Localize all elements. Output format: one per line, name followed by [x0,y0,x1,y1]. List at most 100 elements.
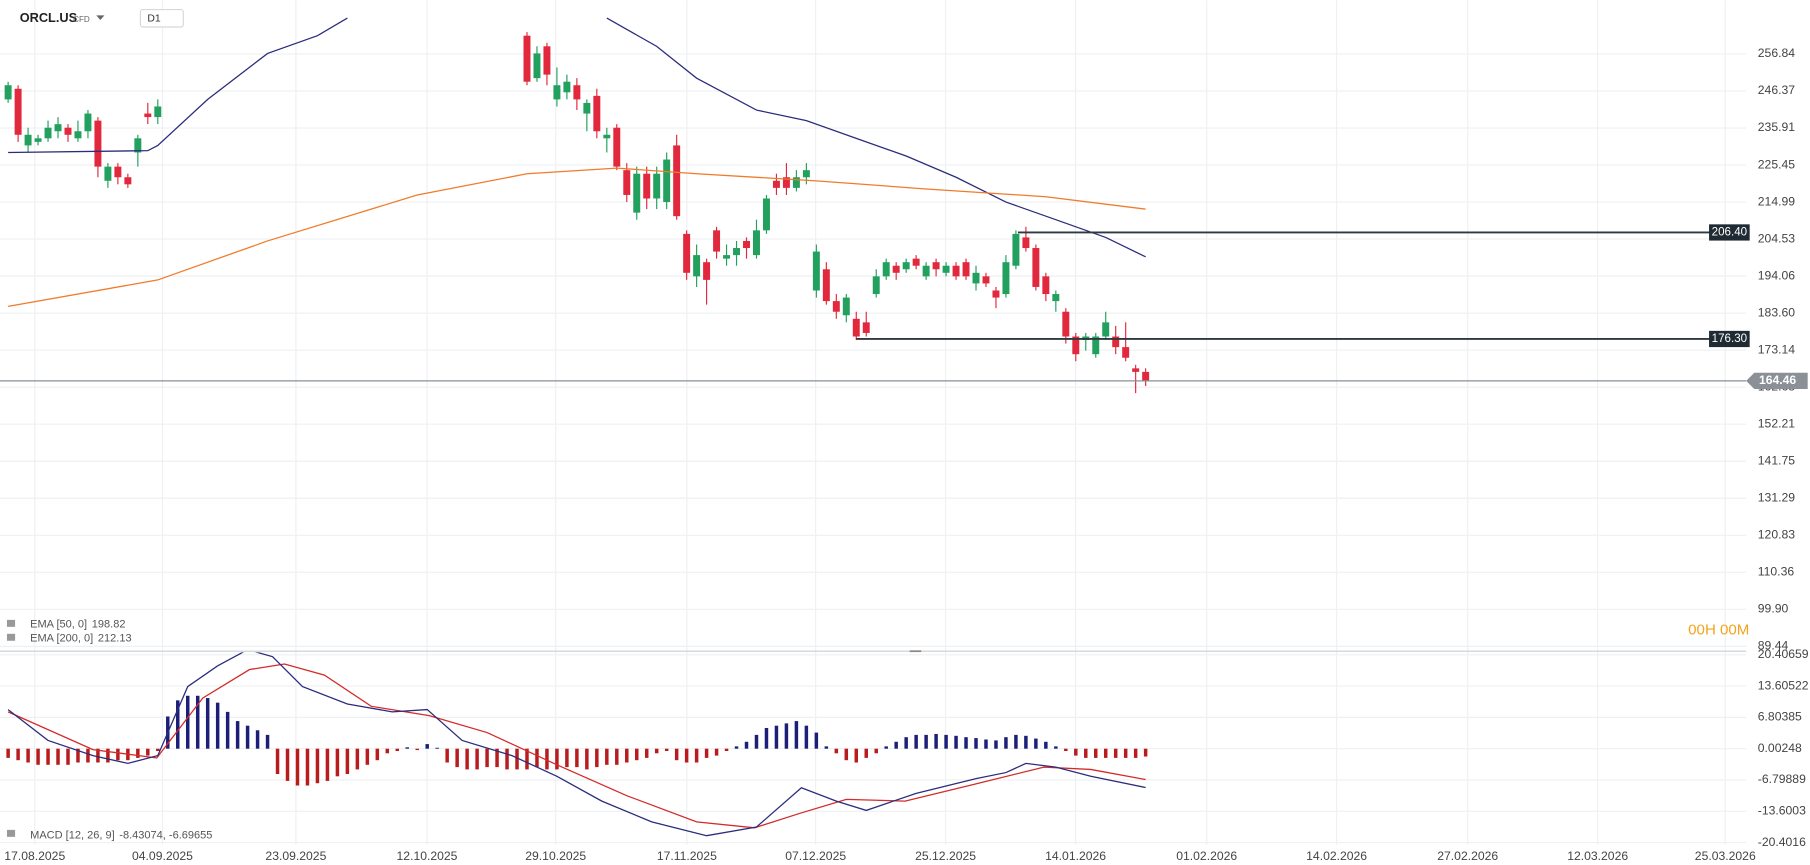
histogram-bar [734,746,739,749]
candle-body [812,251,820,291]
histogram-bar [964,737,968,749]
histogram-bar [46,748,50,765]
candle-body [1132,368,1140,372]
candle-body [962,262,970,277]
histogram-bar [714,748,719,756]
histogram-bar [185,695,190,749]
price-panel [4,17,1747,394]
y-tick-label: 131.29 [1758,490,1795,504]
symbol[interactable]: ORCL.US [20,10,77,25]
candle-body [523,35,531,82]
symbol-dropdown[interactable] [96,15,105,21]
histogram-bar [76,748,80,763]
histogram-bar [844,748,849,761]
histogram-bar [1094,748,1098,758]
histogram-bar [615,748,619,765]
histogram-bar [1024,735,1028,749]
y-tick-label: 120.83 [1758,528,1795,542]
histogram-bar [1044,741,1048,749]
candle-body [952,265,960,277]
histogram-bar [355,748,360,770]
histogram-bar [505,748,509,770]
candle-body [663,159,671,203]
histogram-bar [834,748,839,754]
macd-legend: MACD [12, 26, 9] -8.43074, -6.69655 [30,830,212,842]
candle-body [792,177,800,188]
histogram-bar [724,748,729,751]
histogram-bar [744,741,749,749]
histogram-bar [1143,748,1148,757]
candle-body [14,88,22,135]
histogram-bar [1123,748,1128,758]
candle-body [802,170,810,178]
x-tick-label: 01.02.2026 [1176,849,1237,863]
candle-body [892,265,900,273]
candle-body [84,113,92,132]
x-tick-label: 25.03.2026 [1695,849,1756,863]
histogram-bar [96,748,100,763]
histogram-bar [1133,748,1138,758]
histogram-bar [1034,738,1038,749]
candle-body [862,322,870,333]
histogram-bar [914,734,918,749]
x-tick-label: 17.11.2025 [657,849,717,863]
candle-body [992,290,1000,298]
candle-body [683,233,691,273]
histogram-bar [485,748,489,768]
histogram-bar [1103,748,1108,758]
histogram-bar [235,721,240,749]
legend-name: EMA [50, 0] [30,618,87,630]
x-tick-label: 25.12.2025 [915,849,976,863]
histogram-bar [704,748,709,758]
y-tick-label: 152.21 [1758,416,1795,430]
histogram-bar [156,748,160,751]
y-tick-label: 0.00248 [1758,741,1802,755]
candle-body [782,177,790,188]
histogram-bar [146,748,150,756]
histogram-bar [1084,748,1088,758]
histogram-bar [66,748,70,765]
histogram-bar [345,748,350,775]
histogram-bar [205,698,210,749]
countdown: 00H 00M [1688,621,1749,638]
candle-body [982,276,990,284]
histogram-bar [545,748,549,770]
histogram-bar [1054,746,1058,749]
x-tick-label: 07.12.2025 [785,849,846,863]
ema-line [8,167,1146,308]
histogram-bar [605,748,609,765]
candle-body [772,180,780,188]
histogram-bar [585,748,589,770]
candle-body [1012,233,1020,266]
histogram-bar [1064,748,1068,751]
candle-body [743,240,750,249]
y-tick-label: 20.40659 [1758,647,1809,661]
candle-body [1002,262,1010,295]
histogram-bar [395,748,400,751]
y-tick-label: 225.45 [1758,157,1795,171]
x-tick-label: 17.08.2025 [4,849,65,863]
candle-body [583,102,591,114]
timeframe[interactable]: D1 [147,14,161,25]
histogram-bar [1113,748,1118,758]
candle-body [643,173,651,199]
histogram-bar [136,748,140,758]
histogram-bar [445,748,449,763]
y-tick-label: -6.79889 [1758,772,1806,786]
y-tick-label: 173.14 [1758,342,1795,356]
macd-values: -8.43074, -6.69655 [119,830,212,842]
histogram-bar [664,748,669,751]
candle-body [593,95,601,132]
histogram-bar [934,733,938,749]
y-tick-label: 256.84 [1758,46,1795,60]
candle-body [1032,248,1040,287]
timeframe-box[interactable] [139,9,184,28]
candle-body [942,265,950,273]
y-tick-label: -13.6003 [1758,804,1806,818]
histogram-bar [894,741,898,749]
candle-body [563,81,571,93]
y-tick-label: 99.90 [1758,602,1789,616]
histogram-bar [854,748,859,763]
candle-body [1112,336,1120,348]
